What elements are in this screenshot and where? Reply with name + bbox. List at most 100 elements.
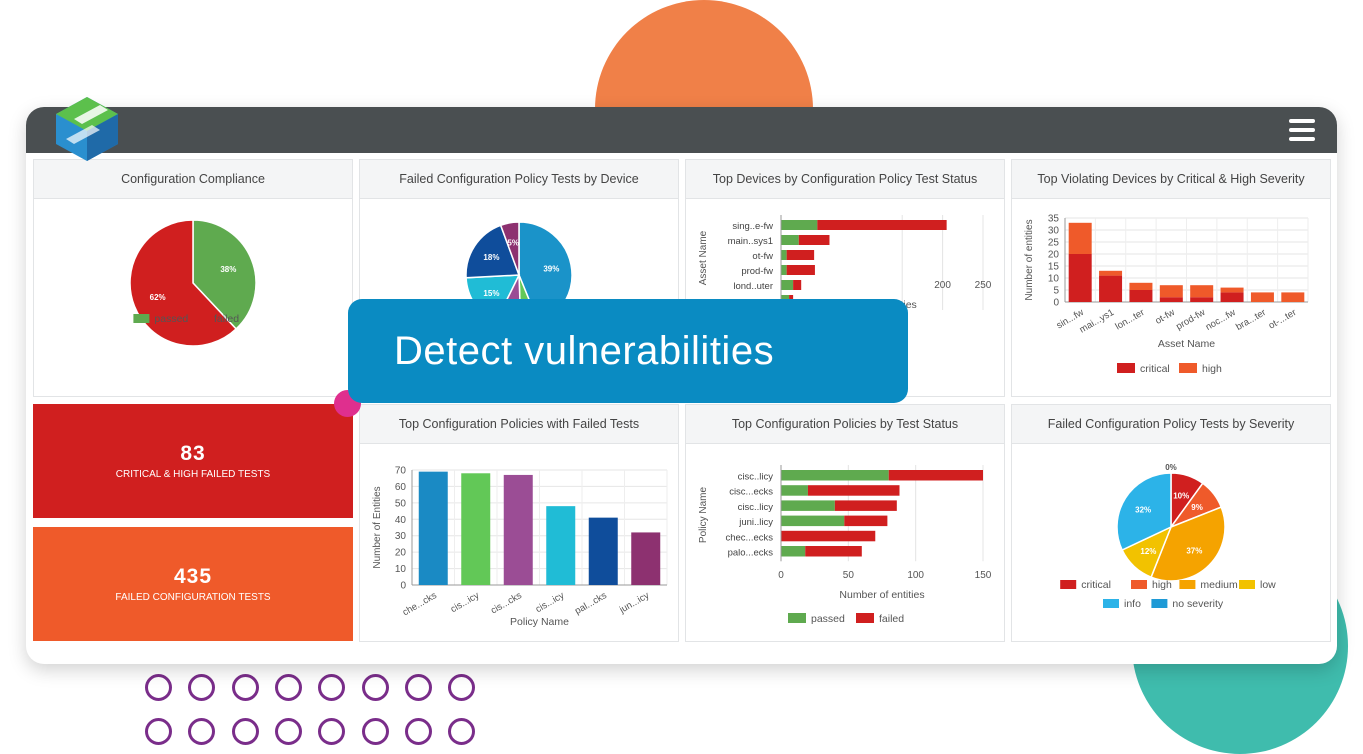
decor-ring	[361, 674, 389, 701]
bar-segment	[781, 235, 799, 245]
decor-ring	[145, 718, 172, 745]
bar-segment	[781, 265, 787, 275]
bar	[588, 517, 618, 585]
y-tick-label: 50	[395, 498, 407, 509]
pie-slice	[1150, 506, 1226, 582]
legend-swatch	[193, 314, 209, 323]
panel-title: Failed Configuration Policy Tests by Sev…	[1012, 405, 1330, 444]
bar-segment	[1250, 292, 1274, 302]
pie-slice	[499, 221, 520, 276]
category-label: chec...ecks	[725, 532, 773, 543]
legend-swatch	[1179, 580, 1196, 589]
stat-value: 83	[180, 442, 206, 465]
category-label: bra...ter	[1234, 307, 1268, 333]
top-policies-bar-chart: 0 10 20 30 40 50 60 70 che...cks cis...icy cis...c…	[372, 466, 668, 628]
y-axis-label: Policy Name	[698, 487, 709, 544]
stat-value: 435	[173, 565, 213, 588]
category-label: che...cks	[401, 590, 439, 618]
bar-segment	[1281, 292, 1305, 302]
y-tick-label: 15	[1048, 262, 1060, 273]
x-axis-label: Asset Name	[1158, 338, 1215, 350]
category-label: cis...cks	[489, 590, 524, 617]
y-tick-label: 30	[1048, 226, 1060, 237]
panel-title: Configuration Compliance	[34, 160, 352, 199]
bar-segment	[1129, 290, 1153, 302]
slice-label: 9%	[1191, 503, 1203, 512]
bar-segment	[781, 220, 818, 230]
category-label: noc...fw	[1204, 307, 1238, 333]
y-tick-label: 40	[395, 515, 407, 526]
category-label: pal...cks	[573, 590, 609, 617]
bar-segment	[781, 546, 806, 557]
decor-ring	[318, 718, 346, 745]
category-label: ot-fw	[1153, 307, 1176, 327]
y-tick-label: 70	[395, 466, 407, 477]
bar-segment	[834, 500, 897, 511]
legend-label: high	[1202, 363, 1222, 375]
bar-segment	[1099, 275, 1123, 302]
bar-segment	[807, 485, 900, 496]
legend-label: no severity	[1172, 598, 1224, 610]
bar-segment	[781, 280, 794, 290]
x-tick-label: 100	[907, 570, 924, 581]
pie-slice	[129, 219, 238, 347]
category-label: ot-...ter	[1267, 307, 1299, 332]
decor-ring	[274, 674, 302, 701]
bar-segment	[798, 235, 830, 245]
category-label: prod-fw	[741, 266, 773, 277]
legend-swatch	[1151, 599, 1168, 608]
decor-ring	[361, 718, 389, 745]
category-label: palo...ecks	[728, 548, 774, 559]
category-label: sing..e-fw	[732, 221, 773, 232]
x-tick-label: 50	[843, 570, 855, 581]
category-label: jun...icy	[617, 590, 651, 616]
pie-slice	[465, 224, 521, 279]
critical-stat-card[interactable]: 83 CRITICAL & HIGH FAILED TESTS	[33, 404, 353, 518]
compliance-pie-chart: 38% 62% passed failed	[129, 219, 257, 347]
panel-title: Top Configuration Policies with Failed T…	[360, 405, 678, 444]
legend-swatch	[1179, 363, 1197, 373]
decor-ring	[145, 674, 172, 701]
y-tick-label: 35	[1048, 214, 1060, 225]
decor-ring	[188, 674, 216, 701]
slice-label: 18%	[483, 253, 499, 262]
y-axis-label: Number of Entities	[372, 486, 383, 568]
decor-ring	[188, 718, 216, 745]
legend-label: failed	[879, 613, 904, 625]
category-label: cisc..licy	[738, 502, 774, 513]
legend-swatch	[133, 314, 150, 323]
y-tick-label: 25	[1048, 238, 1060, 249]
bar-segment	[781, 250, 787, 260]
pie-slice	[192, 219, 257, 330]
bar-segment	[805, 546, 862, 557]
x-axis-label: Number of entities	[839, 589, 924, 601]
pie-slice	[1116, 472, 1172, 551]
category-label: lon...ter	[1113, 307, 1146, 332]
slice-label: 12%	[1140, 547, 1156, 556]
x-tick-label: 200	[934, 280, 951, 291]
legend-swatch	[1117, 363, 1135, 373]
by-device-pie-chart: 39% 15% 18% 5%	[465, 221, 573, 329]
slice-label: 15%	[483, 289, 499, 298]
slice-label: 32%	[1135, 505, 1151, 514]
legend-swatch	[788, 613, 806, 623]
bar-segment	[786, 265, 815, 275]
legend-swatch	[1060, 580, 1077, 589]
y-axis-label: Number of entities	[1024, 219, 1035, 300]
bar-segment	[1159, 285, 1183, 298]
bar-segment	[817, 220, 947, 230]
category-label: juni..licy	[738, 517, 773, 528]
category-label: ot-fw	[752, 251, 773, 262]
policies-status-bar-chart: cisc..licy cisc...ecks cisc..licy juni..lic…	[698, 465, 992, 625]
legend-swatch	[1131, 580, 1147, 589]
category-label: cis...icy	[449, 590, 482, 615]
failed-stat-card[interactable]: 435 FAILED CONFIGURATION TESTS	[33, 527, 353, 641]
bar-segment	[1129, 282, 1153, 290]
legend-label: medium	[1200, 579, 1238, 591]
hamburger-menu-icon[interactable]	[1289, 119, 1315, 141]
category-label: main..sys1	[728, 236, 773, 247]
slice-label: 0%	[1165, 463, 1177, 472]
bar	[461, 473, 491, 585]
bar-segment	[793, 280, 802, 290]
panel-title: Failed Configuration Policy Tests by Dev…	[360, 160, 678, 199]
